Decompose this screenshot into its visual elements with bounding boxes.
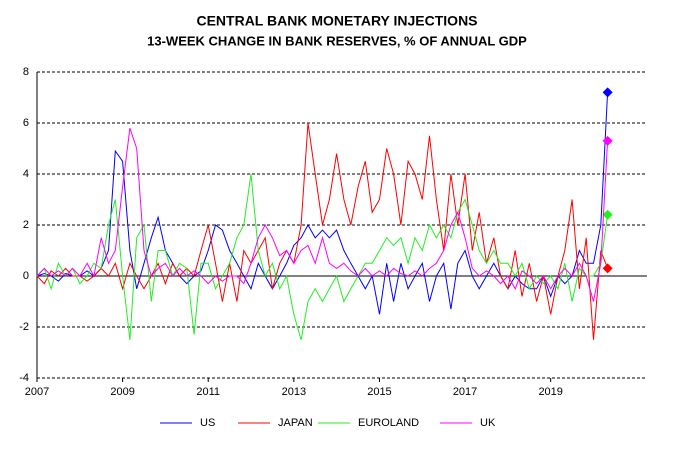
chart-subtitle: 13-WEEK CHANGE IN BANK RESERVES, % OF AN… <box>147 33 527 48</box>
series-line <box>36 92 609 315</box>
chart-title: CENTRAL BANK MONETARY INJECTIONS <box>196 13 477 29</box>
end-marker <box>602 263 613 274</box>
end-marker <box>602 135 613 146</box>
legend-label: JAPAN <box>278 417 313 429</box>
x-tick-label: 2011 <box>196 386 220 398</box>
y-tick-label: -4 <box>19 372 29 384</box>
y-tick-label: 6 <box>23 117 29 129</box>
legend-label: UK <box>480 417 496 429</box>
y-tick-label: -2 <box>19 321 29 333</box>
end-marker <box>602 87 613 98</box>
y-tick-label: 4 <box>23 168 29 180</box>
series-line <box>36 173 609 340</box>
x-tick-label: 2015 <box>367 386 391 398</box>
x-tick-label: 2013 <box>282 386 306 398</box>
x-tick-label: 2009 <box>110 386 134 398</box>
series-line <box>36 122 609 340</box>
legend-label: US <box>200 417 215 429</box>
series-line <box>36 127 609 302</box>
x-tick-label: 2007 <box>25 386 49 398</box>
y-tick-label: 8 <box>23 66 29 78</box>
end-marker <box>602 209 613 220</box>
x-tick-label: 2019 <box>538 386 562 398</box>
x-tick-label: 2017 <box>453 386 477 398</box>
y-tick-label: 0 <box>23 270 29 282</box>
y-tick-label: 2 <box>23 219 29 231</box>
legend-label: EUROLAND <box>358 417 419 429</box>
